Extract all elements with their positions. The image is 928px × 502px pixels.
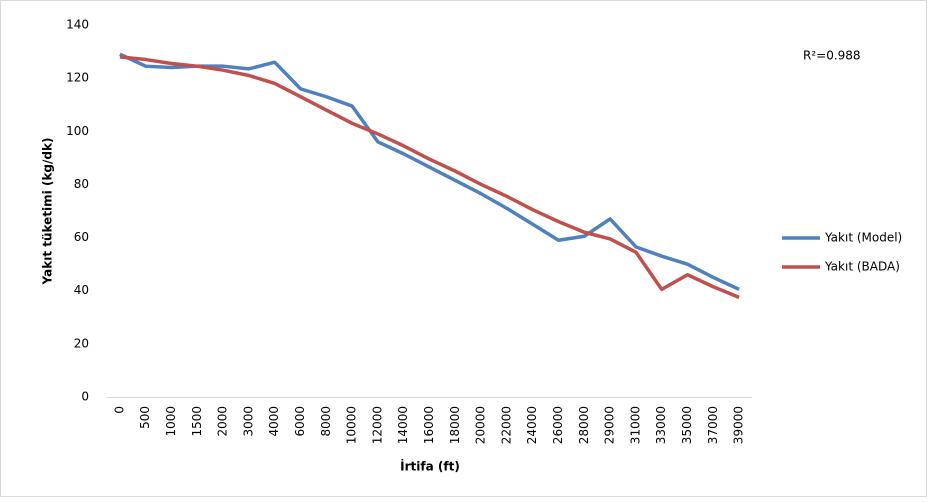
x-tick-label: 1500 (190, 406, 204, 437)
x-tick-label: 31000 (628, 406, 642, 444)
x-tick-label: 12000 (370, 406, 384, 444)
x-tick-label: 2000 (216, 406, 230, 437)
x-tick-label: 3000 (241, 406, 255, 437)
x-tick-label: 0 (112, 406, 126, 414)
y-tick-label: 100 (66, 124, 89, 138)
x-tick-label: 28000 (577, 406, 591, 444)
x-tick-label: 14000 (396, 406, 410, 444)
x-tick-label: 18000 (448, 406, 462, 444)
y-tick-label: 140 (66, 18, 89, 32)
x-tick-label: 10000 (345, 406, 359, 444)
y-axis-label: Yakıt tüketimi (kg/dk) (41, 138, 55, 286)
y-tick-label: 60 (74, 230, 89, 244)
legend-label: Yakıt (BADA) (824, 260, 900, 274)
x-tick-label: 500 (138, 406, 152, 429)
x-tick-label: 6000 (293, 406, 307, 437)
x-tick-label: 37000 (706, 406, 720, 444)
x-axis-label: İrtifa (ft) (400, 459, 460, 474)
y-tick-label: 80 (74, 177, 89, 191)
series-line (119, 52, 740, 291)
x-tick-label: 16000 (422, 406, 436, 444)
x-tick-label: 4000 (267, 406, 281, 437)
y-tick-label: 120 (66, 71, 89, 85)
legend-label: Yakıt (Model) (824, 231, 902, 245)
y-tick-label: 40 (74, 283, 89, 297)
x-tick-label: 39000 (732, 406, 746, 444)
y-tick-label: 20 (74, 336, 89, 350)
x-tick-label: 8000 (319, 406, 333, 437)
x-tick-label: 26000 (551, 406, 565, 444)
y-tick-label: 0 (81, 390, 89, 404)
x-tick-label: 35000 (680, 406, 694, 444)
x-tick-label: 1000 (164, 406, 178, 437)
x-tick-label: 24000 (525, 406, 539, 444)
x-tick-label: 29000 (603, 406, 617, 444)
x-tick-label: 22000 (499, 406, 513, 444)
annotation: R²=0.988 (803, 49, 861, 63)
x-tick-label: 33000 (654, 406, 668, 444)
x-tick-label: 20000 (474, 406, 488, 444)
series-line (119, 55, 740, 299)
